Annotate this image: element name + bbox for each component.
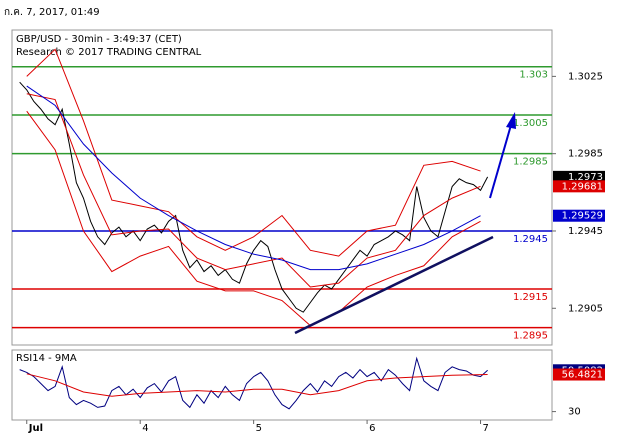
y-tick-label: 1.2985: [568, 149, 603, 160]
value-tag: [553, 209, 605, 222]
level-label: 1.303: [519, 70, 548, 81]
level-label: 1.2915: [513, 292, 548, 303]
date-label: ก.ค. 7, 2017, 01:49: [4, 7, 100, 18]
value-tag-label: 56.4821: [562, 370, 603, 381]
value-tag-label: 1.29681: [562, 181, 603, 192]
value-tag: [553, 368, 605, 381]
y-tick-label: 1.2905: [568, 303, 603, 314]
level-label: 1.2895: [513, 331, 548, 342]
value-tag: [553, 170, 605, 183]
series-line: [26, 85, 481, 271]
rsi-panel: [11, 349, 553, 421]
chart-title: GBP/USD - 30min - 3:49:37 (CET): [16, 34, 182, 45]
x-tick-label: 7: [483, 423, 489, 434]
series-line: [19, 356, 488, 410]
series-line: [26, 110, 481, 327]
y-tick-label: 30: [568, 407, 581, 418]
arrow-head: [506, 112, 516, 129]
x-tick-label: 4: [142, 423, 148, 434]
value-tag: [553, 180, 605, 193]
level-label: 1.2985: [513, 157, 548, 168]
series-line: [26, 373, 488, 397]
chart-subtitle: Research © 2017 TRADING CENTRAL: [16, 47, 202, 58]
rsi-title: RSI14 - 9MA: [16, 353, 77, 364]
x-tick-label: Jul: [28, 423, 43, 434]
x-tick-label: 5: [256, 423, 262, 434]
forecast-arrow: [489, 124, 512, 199]
series-line: [19, 81, 489, 313]
series-line: [26, 48, 481, 257]
level-label: 1.2945: [513, 234, 548, 245]
y-tick-label: 1.3025: [568, 71, 603, 82]
value-tag-label: 1.2973: [568, 172, 603, 183]
value-tag-label: 1.29529: [562, 211, 603, 222]
y-tick-label: 1.2945: [568, 226, 603, 237]
trend-line: [294, 235, 494, 335]
series-line: [26, 93, 481, 288]
price-panel: [11, 29, 553, 346]
level-label: 1.3005: [513, 118, 548, 129]
x-tick-label: 6: [369, 423, 375, 434]
